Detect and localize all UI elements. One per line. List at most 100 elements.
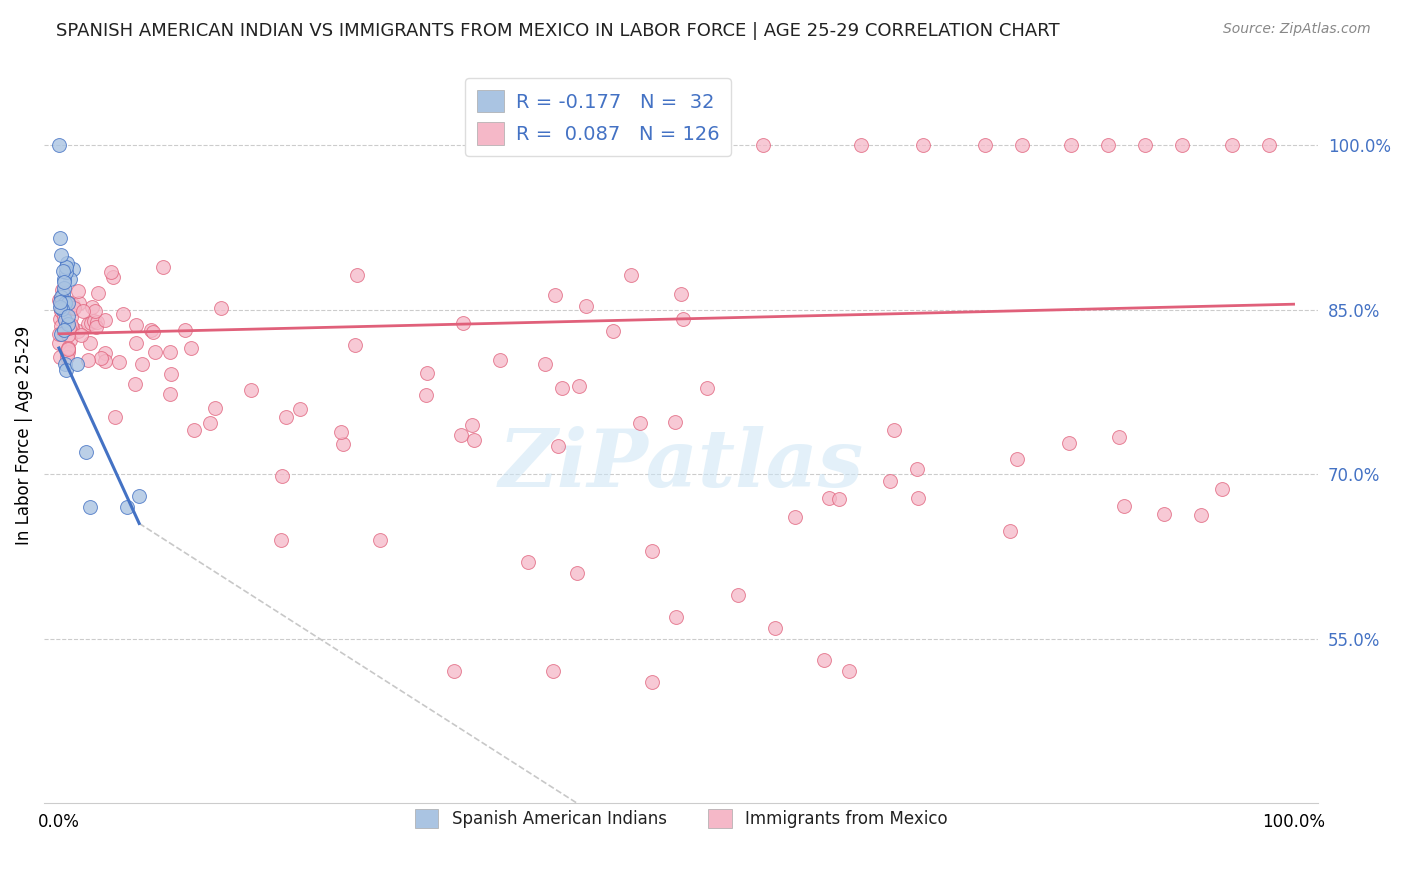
Point — [785, 509, 807, 524]
Point — [103, 409, 125, 424]
Point — [83, 314, 105, 328]
Point — [330, 425, 353, 439]
Point — [49, 301, 72, 315]
Point — [49, 301, 72, 316]
Point — [450, 427, 472, 442]
Point — [180, 341, 202, 355]
Point — [671, 286, 693, 301]
Point — [142, 325, 165, 339]
Point — [49, 312, 72, 326]
Point — [567, 566, 589, 580]
Point — [56, 328, 79, 343]
Point — [664, 415, 686, 429]
Point — [56, 345, 79, 359]
Text: Source: ZipAtlas.com: Source: ZipAtlas.com — [1223, 22, 1371, 37]
Point — [67, 296, 90, 310]
Point — [76, 352, 98, 367]
Point — [56, 342, 79, 356]
Point — [1011, 138, 1033, 153]
Point — [270, 533, 292, 547]
Point — [160, 368, 183, 382]
Point — [52, 287, 75, 301]
Point — [52, 275, 75, 289]
Point — [838, 665, 860, 679]
Point — [53, 272, 76, 286]
Point — [59, 310, 82, 324]
Point — [183, 423, 205, 437]
Point — [52, 281, 75, 295]
Point — [288, 401, 311, 416]
Point — [851, 138, 873, 153]
Point — [90, 351, 112, 366]
Point — [672, 311, 695, 326]
Point — [174, 323, 197, 337]
Point — [159, 387, 181, 401]
Point — [55, 351, 77, 365]
Point — [51, 283, 73, 297]
Point — [204, 401, 226, 415]
Point — [70, 328, 93, 343]
Legend: Spanish American Indians, Immigrants from Mexico: Spanish American Indians, Immigrants fro… — [408, 803, 955, 835]
Point — [813, 653, 835, 667]
Point — [72, 304, 94, 318]
Point — [1114, 500, 1136, 514]
Point — [94, 353, 117, 368]
Point — [124, 376, 146, 391]
Point — [83, 304, 105, 318]
Point — [87, 286, 110, 301]
Point — [879, 474, 901, 488]
Point — [727, 588, 749, 602]
Point — [451, 317, 474, 331]
Point — [80, 300, 103, 314]
Point — [883, 423, 905, 437]
Point — [159, 345, 181, 359]
Point — [51, 248, 73, 262]
Point — [602, 324, 624, 338]
Point — [907, 491, 929, 506]
Point — [51, 290, 73, 304]
Point — [48, 326, 70, 341]
Point — [763, 621, 786, 635]
Point — [1005, 452, 1028, 467]
Point — [998, 524, 1021, 539]
Point — [49, 292, 72, 306]
Point — [332, 437, 354, 451]
Point — [59, 272, 82, 286]
Point — [628, 416, 651, 430]
Point — [49, 319, 72, 334]
Point — [111, 307, 134, 321]
Point — [1171, 138, 1194, 153]
Point — [48, 293, 70, 307]
Point — [94, 346, 117, 360]
Point — [1257, 138, 1279, 153]
Point — [544, 287, 567, 301]
Point — [620, 268, 643, 283]
Point — [55, 265, 77, 279]
Point — [346, 268, 368, 282]
Point — [416, 366, 439, 380]
Point — [52, 310, 75, 324]
Point — [53, 296, 76, 310]
Point — [101, 270, 124, 285]
Point — [198, 416, 221, 430]
Point — [1220, 138, 1243, 153]
Point — [143, 344, 166, 359]
Point — [58, 320, 80, 334]
Point — [152, 260, 174, 275]
Point — [77, 317, 100, 331]
Point — [905, 462, 928, 476]
Point — [541, 665, 564, 679]
Point — [517, 555, 540, 569]
Point — [51, 301, 73, 316]
Point — [368, 533, 391, 547]
Point — [48, 138, 70, 153]
Point — [211, 301, 233, 315]
Point — [62, 301, 84, 315]
Point — [125, 336, 148, 351]
Point — [62, 262, 84, 277]
Point — [56, 256, 79, 270]
Point — [551, 381, 574, 395]
Point — [75, 445, 97, 459]
Point — [974, 138, 997, 153]
Point — [49, 231, 72, 245]
